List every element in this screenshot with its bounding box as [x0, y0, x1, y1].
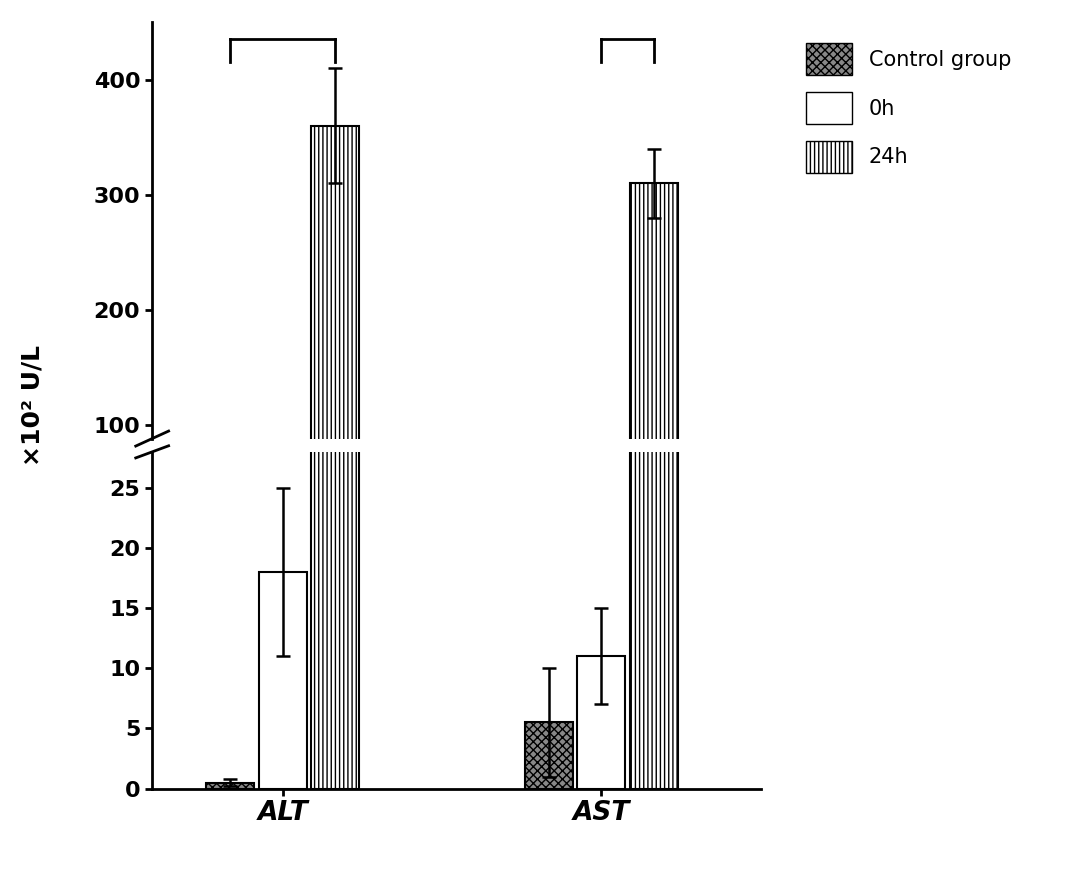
Bar — [311, 126, 359, 540]
Bar — [311, 0, 359, 789]
Bar — [259, 519, 307, 540]
Text: ×10² U/L: ×10² U/L — [21, 345, 45, 466]
Legend: Control group, 0h, 24h: Control group, 0h, 24h — [796, 33, 1022, 183]
Bar — [259, 572, 307, 789]
Bar — [525, 533, 573, 540]
Bar — [577, 527, 625, 540]
Bar — [525, 722, 573, 789]
Bar — [629, 183, 677, 540]
Bar — [577, 657, 625, 789]
Bar — [207, 782, 254, 789]
Bar — [629, 0, 677, 789]
